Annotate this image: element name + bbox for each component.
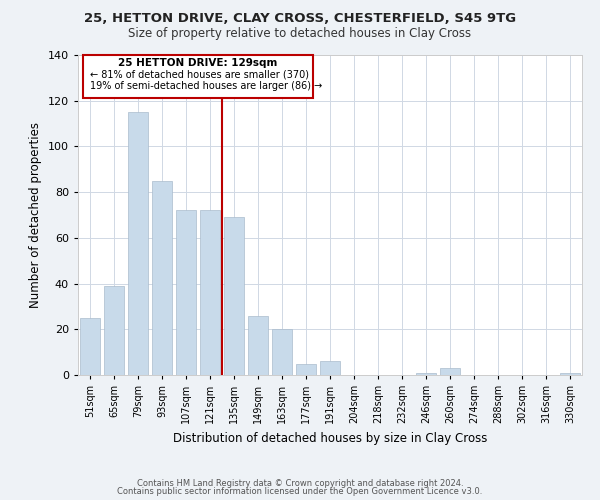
FancyBboxPatch shape [83, 55, 313, 98]
Bar [176, 210, 196, 375]
Bar [80, 318, 100, 375]
Text: Contains HM Land Registry data © Crown copyright and database right 2024.: Contains HM Land Registry data © Crown c… [137, 478, 463, 488]
Text: Contains public sector information licensed under the Open Government Licence v3: Contains public sector information licen… [118, 487, 482, 496]
Bar [272, 330, 292, 375]
Text: 25, HETTON DRIVE, CLAY CROSS, CHESTERFIELD, S45 9TG: 25, HETTON DRIVE, CLAY CROSS, CHESTERFIE… [84, 12, 516, 26]
Bar [248, 316, 268, 375]
Text: 25 HETTON DRIVE: 129sqm: 25 HETTON DRIVE: 129sqm [118, 58, 278, 68]
Bar [296, 364, 316, 375]
Y-axis label: Number of detached properties: Number of detached properties [29, 122, 42, 308]
Text: 19% of semi-detached houses are larger (86) →: 19% of semi-detached houses are larger (… [90, 82, 322, 92]
Bar [152, 180, 172, 375]
Bar [560, 372, 580, 375]
Bar [224, 218, 244, 375]
Text: Size of property relative to detached houses in Clay Cross: Size of property relative to detached ho… [128, 28, 472, 40]
Bar [104, 286, 124, 375]
Bar [128, 112, 148, 375]
Bar [440, 368, 460, 375]
Bar [416, 372, 436, 375]
Bar [320, 362, 340, 375]
Text: ← 81% of detached houses are smaller (370): ← 81% of detached houses are smaller (37… [90, 70, 309, 80]
X-axis label: Distribution of detached houses by size in Clay Cross: Distribution of detached houses by size … [173, 432, 487, 444]
Bar [200, 210, 220, 375]
